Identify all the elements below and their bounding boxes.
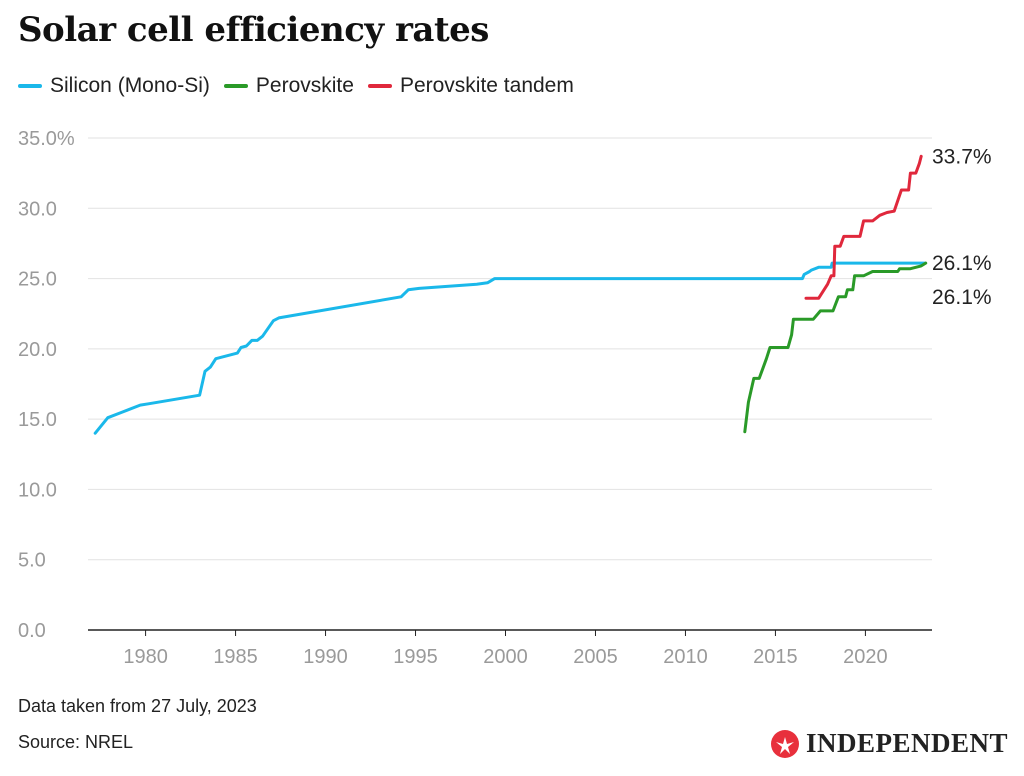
source-note: Source: NREL [18,732,134,752]
x-tick-label: 2010 [663,646,708,668]
y-tick-label: 30.0 [18,198,57,220]
brand-logo: INDEPENDENT [770,728,1008,759]
x-tick-label: 1995 [393,646,438,668]
legend-item: Perovskite [223,74,354,98]
x-tick-label: 2020 [843,646,888,668]
legend: Silicon (Mono-Si) Perovskite Perovskite ta… [18,74,574,98]
x-tick-label: 2000 [483,646,528,668]
y-tick-label: 10.0 [18,479,57,501]
y-tick-label: 5.0 [18,550,46,572]
x-tick-label: 2015 [753,646,798,668]
series-line [93,261,927,435]
chart-title: Solar cell efficiency rates [18,10,489,50]
legend-swatch [367,84,392,88]
legend-swatch [18,84,42,88]
series-line [804,154,923,300]
x-tick-label: 1990 [303,646,348,668]
legend-label: Perovskite tandem [399,74,574,97]
y-tick-label: 15.0 [18,409,57,431]
x-tick-label: 1985 [213,646,258,668]
y-tick-label: 0.0 [18,620,46,642]
series-end-label: 26.1% [932,286,992,309]
brand-name: INDEPENDENT [805,728,1008,758]
legend-item: Perovskite tandem [367,74,574,98]
series-end-label: 26.1% [932,252,992,275]
series-line [743,261,928,434]
y-tick-label: 35.0% [18,128,75,150]
x-tick-label: 1980 [123,646,168,668]
legend-label: Silicon (Mono-Si) [50,74,210,97]
legend-swatch [223,84,248,88]
x-tick-label: 2005 [573,646,618,668]
data-date-note: Data taken from 27 July, 2023 [18,696,257,716]
legend-label: Perovskite [255,74,354,97]
y-tick-label: 25.0 [18,269,57,291]
line-chart: 0.0 5.0 10.0 15.0 20.0 25.0 30.0 35.0% 1980 1985 1… [18,128,992,668]
series-end-label: 33.7% [932,145,992,168]
eagle-logo-icon [770,729,799,758]
y-tick-label: 20.0 [18,339,57,361]
legend-item: Silicon (Mono-Si) [18,74,210,98]
